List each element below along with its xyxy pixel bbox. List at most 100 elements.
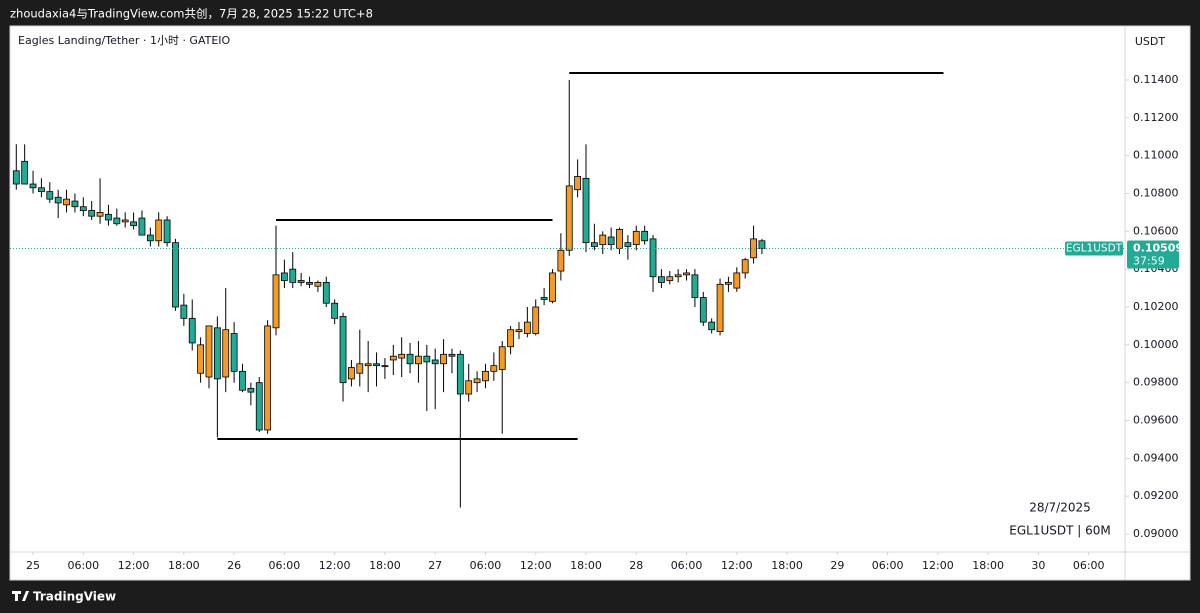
candle-body (239, 370, 246, 391)
countdown-label: 37:59 (1133, 255, 1165, 268)
candle-body (373, 363, 380, 367)
candle-body (389, 355, 397, 361)
candle-body (222, 329, 230, 378)
candle-body (12, 170, 20, 185)
y-tick-label: 0.09000 (1133, 527, 1179, 540)
y-tick-label: 0.11400 (1133, 73, 1179, 86)
x-tick-label: 30 (1031, 559, 1045, 572)
candle-body (88, 210, 96, 217)
candle-body (641, 230, 649, 242)
candle-body (230, 333, 238, 372)
price-tag (1127, 240, 1179, 269)
candle-body (339, 316, 347, 384)
candle-body (364, 363, 372, 367)
candle-body (549, 272, 556, 302)
candle-body (540, 297, 548, 300)
candle-body (507, 329, 514, 348)
x-tick-label: 06:00 (872, 559, 904, 572)
credit: zhoudaxia4与TradingView.com共创，7月 28, 2025… (10, 7, 373, 21)
x-tick-label: 12:00 (520, 559, 552, 572)
candle-body (79, 206, 87, 211)
candle-body (590, 242, 598, 247)
candle-body (666, 276, 674, 281)
candle-body (440, 353, 447, 365)
candle-body (197, 344, 205, 374)
x-tick-label: 06:00 (269, 559, 301, 572)
candle-body (515, 329, 523, 332)
candle-body (741, 259, 749, 274)
candle-body (616, 229, 623, 249)
candle-body (188, 317, 196, 344)
y-tick-label: 0.10800 (1133, 186, 1179, 199)
candle-body (733, 272, 741, 289)
y-tick-label: 0.10200 (1133, 300, 1179, 313)
candle-body (46, 191, 54, 200)
candle-body (105, 213, 112, 221)
candle-body (146, 234, 154, 242)
candle-body (465, 380, 473, 395)
candle-body (582, 177, 590, 244)
candle-body (247, 387, 255, 393)
candle-body (71, 200, 79, 208)
candle-body (54, 196, 62, 204)
candle-body (456, 353, 464, 395)
candle-body (557, 249, 565, 272)
x-tick-label: 26 (227, 559, 241, 572)
candle-body (758, 240, 766, 249)
candle-body (297, 280, 305, 283)
candle-body (523, 321, 531, 334)
candle-body (331, 302, 339, 319)
last-price-label: 0.10509 (1133, 242, 1183, 255)
candle-body (322, 282, 330, 304)
candle-body (674, 274, 682, 278)
candle-body (213, 327, 221, 380)
y-tick-label: 0.09200 (1133, 489, 1179, 502)
candle-body (565, 185, 573, 251)
candle-body (155, 219, 163, 242)
candle-body (624, 242, 632, 247)
candle-body (272, 274, 280, 329)
candle-body (482, 370, 489, 382)
y-tick-label: 0.11000 (1133, 149, 1179, 162)
chart-panel (9, 25, 1191, 581)
candle-body (96, 212, 104, 217)
candle-body (473, 378, 481, 384)
y-tick-label: 0.09600 (1133, 414, 1179, 427)
candle-body (180, 304, 188, 319)
brand-logo (12, 591, 29, 601)
candle-body (406, 353, 414, 365)
candle-body (163, 219, 171, 244)
x-tick-label: 29 (830, 559, 844, 572)
candle-body (649, 238, 657, 278)
candle-body (113, 217, 121, 225)
interval-label: EGL1USDT | 60M (1009, 524, 1110, 538)
y-tick-label: 0.11200 (1133, 111, 1179, 124)
symbol-tag (1065, 241, 1123, 256)
candle-body (121, 219, 129, 223)
candle-body (431, 359, 439, 365)
candle-body (632, 230, 640, 245)
x-tick-label: 06:00 (67, 559, 99, 572)
x-tick-label: 25 (26, 559, 40, 572)
candle-body (138, 217, 146, 236)
symbol-label: EGL1USDT (1066, 243, 1123, 255)
candle-body (574, 176, 582, 191)
candle-body (356, 363, 364, 374)
candle-body (532, 306, 540, 334)
x-tick-label: 06:00 (470, 559, 502, 572)
chart-title: Eagles Landing/Tether · 1小时 · GATEIO (18, 34, 231, 47)
candle-body (255, 382, 263, 431)
y-tick-label: 0.09800 (1133, 376, 1179, 389)
candle-body (725, 282, 732, 285)
candle-body (38, 187, 45, 192)
candle-body (21, 160, 29, 185)
candle-body (381, 365, 389, 368)
x-tick-label: 18:00 (972, 559, 1004, 572)
x-tick-label: 06:00 (671, 559, 703, 572)
y-tick-label: 0.10600 (1133, 224, 1179, 237)
candle-body (683, 272, 690, 276)
candle-body (348, 367, 355, 380)
candle-body (423, 355, 431, 363)
candle-body (599, 234, 607, 245)
candle-body (205, 325, 213, 378)
